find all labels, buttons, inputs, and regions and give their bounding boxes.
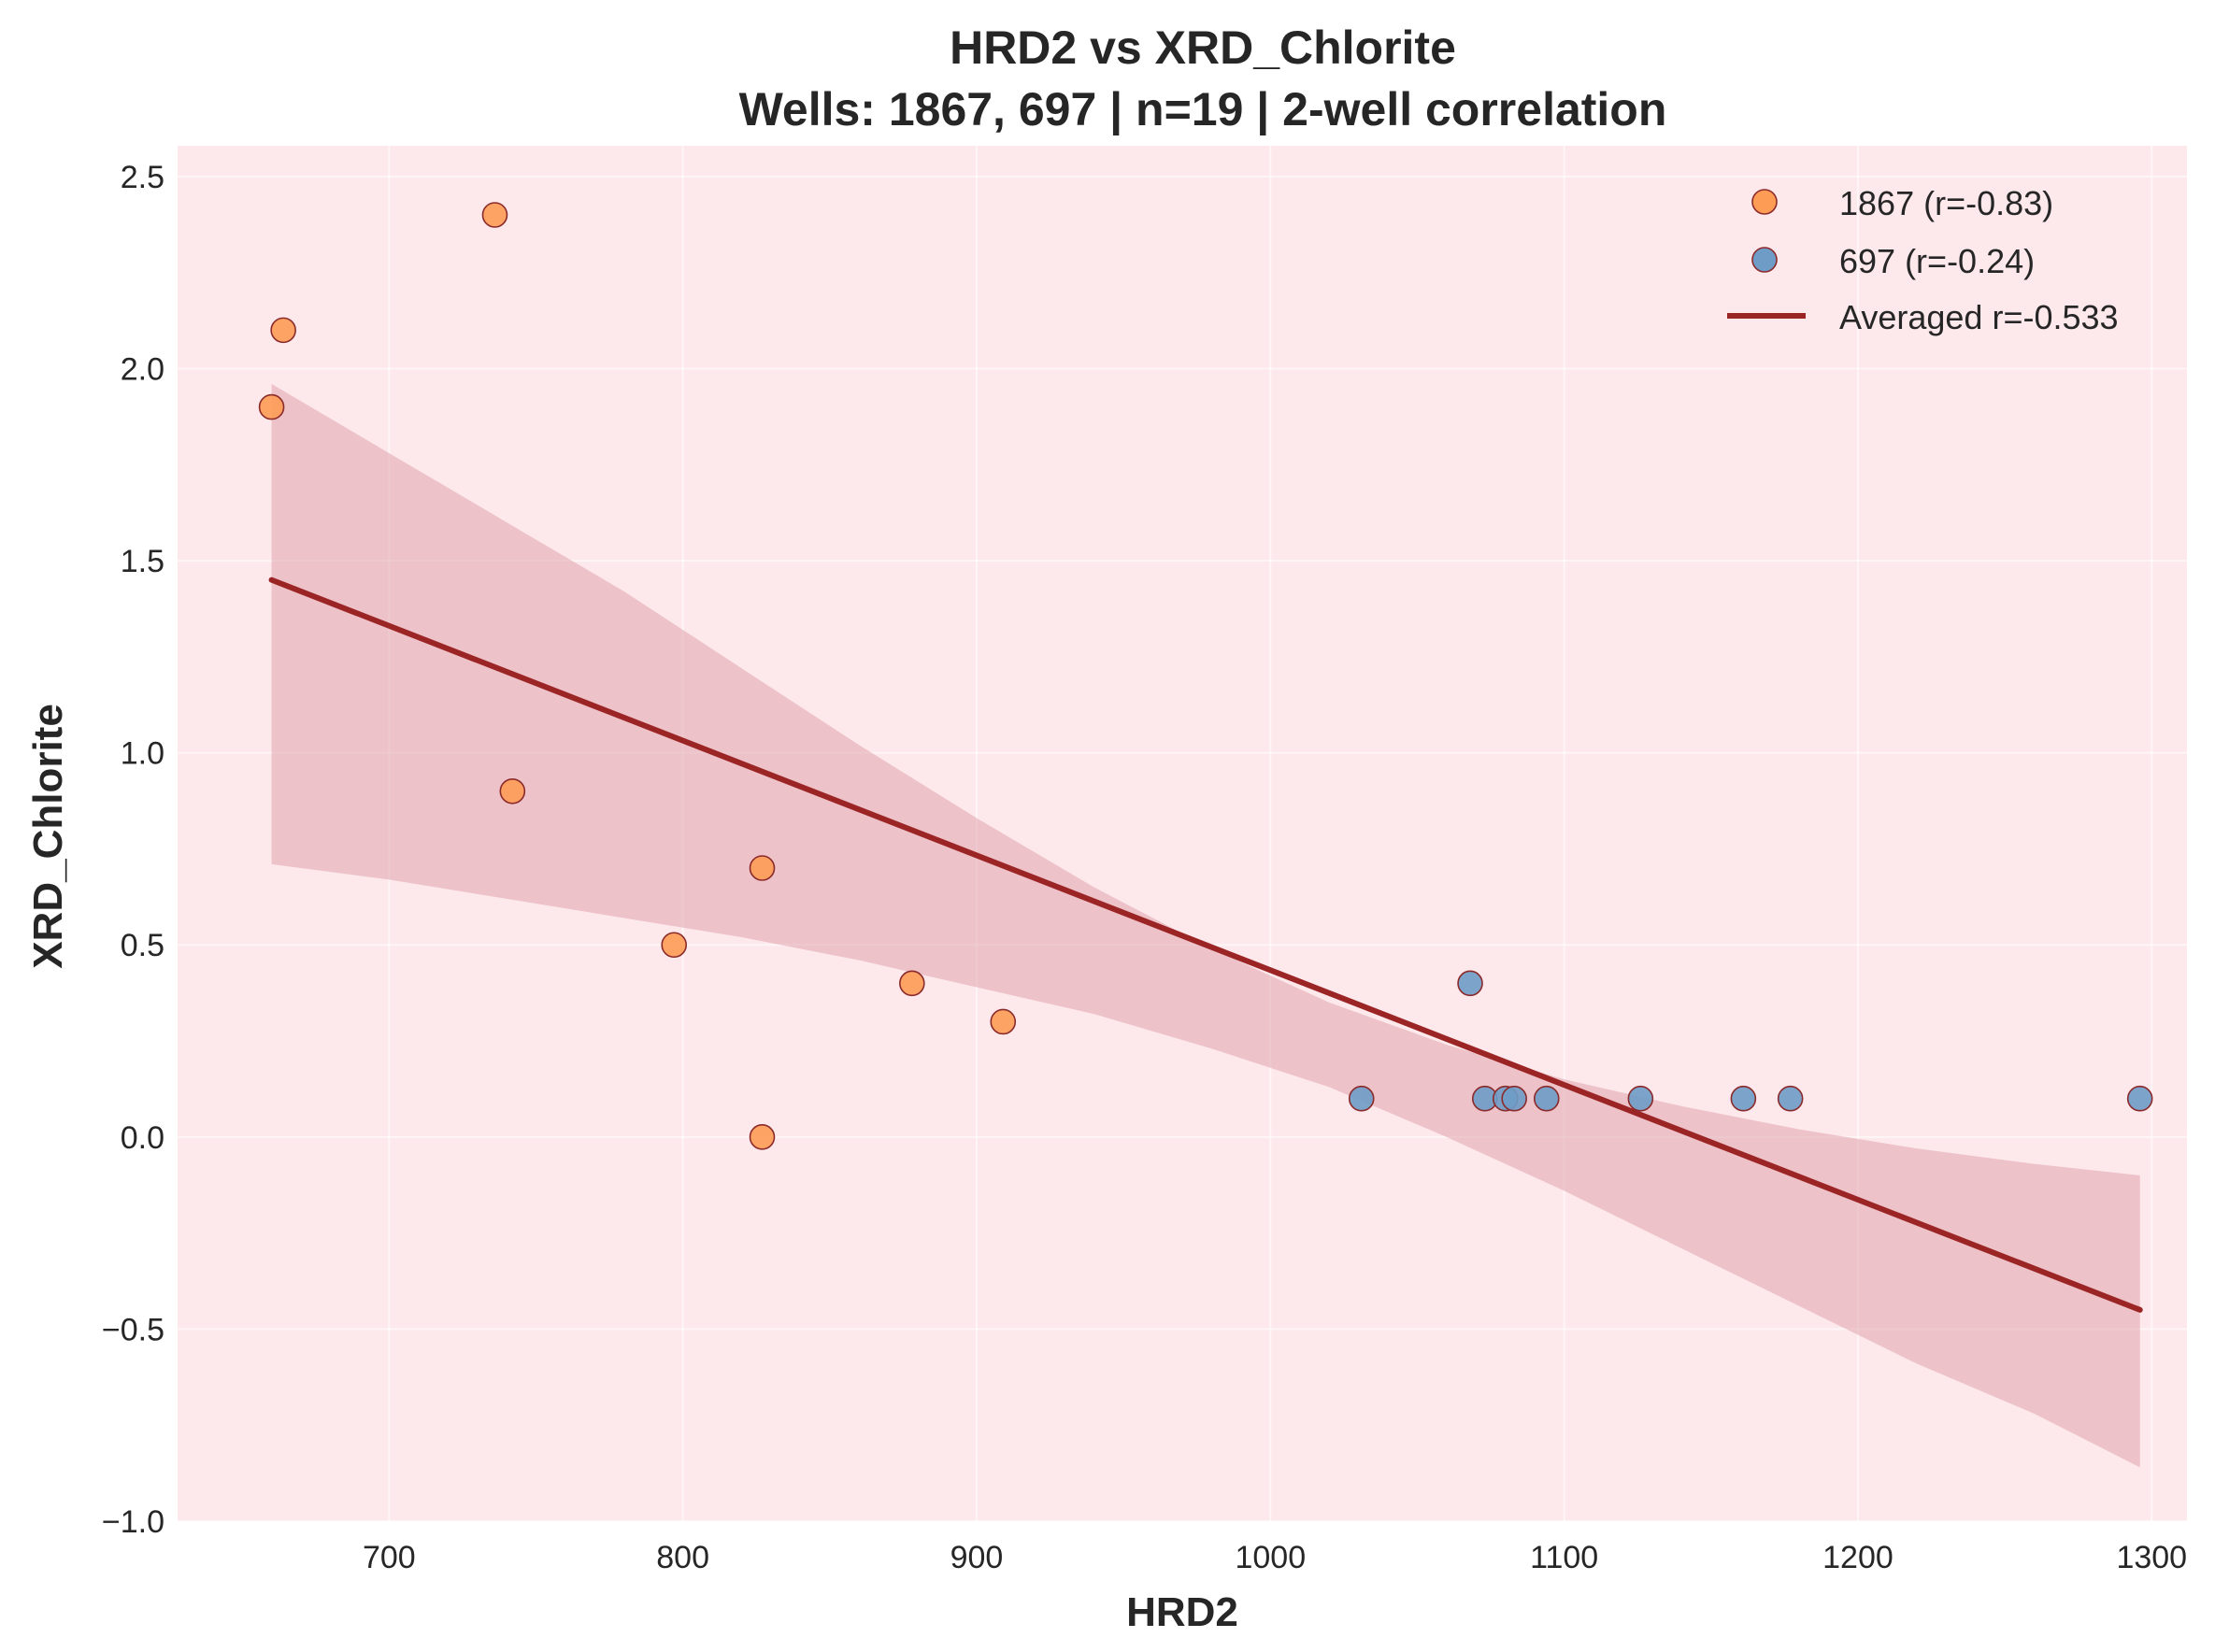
grid-lines (178, 146, 2187, 1522)
point-1867 (258, 393, 285, 420)
x-tick-label: 1300 (2116, 1540, 2187, 1575)
data-points (258, 202, 2153, 1150)
point-697 (1501, 1085, 1527, 1112)
chart-subtitle: Wells: 1867, 697 | n=19 | 2-well correla… (739, 83, 1667, 136)
fit-line (268, 577, 2143, 1313)
point-697 (1730, 1085, 1757, 1112)
y-tick-label: 0.5 (121, 928, 164, 963)
x-axis-label: HRD2 (1126, 1589, 1238, 1635)
point-1867 (749, 855, 776, 881)
point-1867 (270, 317, 296, 344)
y-tick-label: −1.0 (102, 1504, 164, 1540)
point-697 (1777, 1085, 1804, 1112)
y-tick-label: 2.0 (121, 351, 164, 387)
point-697 (1627, 1085, 1654, 1112)
legend-marker-1867 (1751, 189, 1778, 215)
fit-line-group (268, 577, 2143, 1313)
x-tick-label: 700 (363, 1540, 416, 1575)
legend-label-1867: 1867 (r=-0.83) (1839, 184, 2053, 222)
point-1867 (899, 970, 925, 997)
confidence-band-group (271, 383, 2140, 1468)
point-1867 (661, 932, 688, 959)
point-697 (1348, 1085, 1375, 1112)
legend-label-697: 697 (r=-0.24) (1839, 242, 2035, 280)
y-axis-label: XRD_Chlorite (25, 704, 71, 969)
confidence-band (271, 383, 2140, 1468)
plot-area (178, 146, 2187, 1521)
x-axis-ticks: 700 800 900 1000 1100 1200 1300 (363, 1540, 2187, 1575)
x-tick-label: 1200 (1822, 1540, 1893, 1575)
y-tick-label: 2.5 (121, 160, 164, 195)
legend-label-fit: Averaged r=-0.533 (1839, 298, 2119, 336)
x-tick-label: 800 (656, 1540, 709, 1575)
chart-title: HRD2 vs XRD_Chlorite (950, 21, 1456, 74)
x-tick-label: 1000 (1235, 1540, 1306, 1575)
point-1867 (499, 777, 526, 805)
point-1867 (990, 1008, 1017, 1035)
x-tick-label: 900 (950, 1540, 1004, 1575)
point-697 (1533, 1085, 1560, 1112)
legend-marker-697 (1751, 247, 1778, 273)
x-tick-label: 1100 (1530, 1540, 1598, 1575)
y-tick-label: 0.0 (121, 1120, 164, 1156)
y-tick-label: −0.5 (102, 1312, 164, 1347)
y-tick-label: 1.0 (121, 736, 164, 772)
point-1867 (481, 202, 508, 228)
point-1867 (749, 1124, 776, 1150)
y-axis-ticks: −1.0 −0.5 0.0 0.5 1.0 1.5 2.0 2.5 (102, 160, 164, 1540)
y-tick-label: 1.5 (121, 544, 164, 579)
legend: 1867 (r=-0.83) 697 (r=-0.24) Averaged r=… (1727, 184, 2119, 336)
point-697 (2126, 1085, 2153, 1112)
point-697 (1457, 970, 1483, 997)
